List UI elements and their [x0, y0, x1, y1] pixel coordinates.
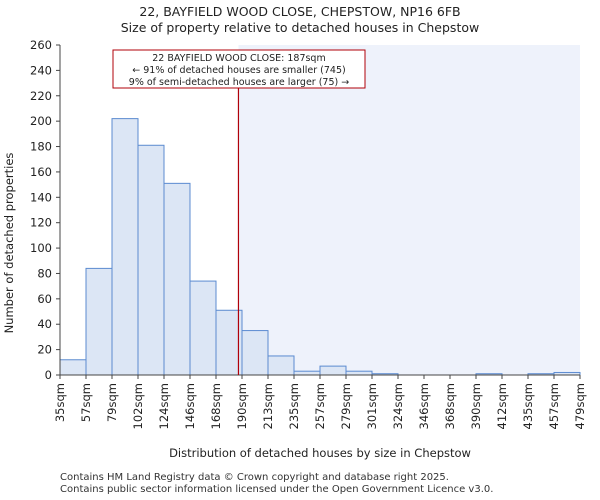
annotation-line-3: 9% of semi-detached houses are larger (7… [129, 77, 349, 88]
y-tick-label: 120 [30, 216, 52, 230]
x-tick-label: 213sqm [261, 383, 275, 429]
histogram-bar [267, 355, 295, 376]
x-tick-label: 257sqm [313, 383, 327, 429]
x-tick-label: 435sqm [521, 383, 535, 429]
histogram-bar [59, 359, 87, 376]
histogram-bar [111, 118, 139, 376]
chart-subtitle: Size of property relative to detached ho… [120, 20, 480, 35]
x-axis-label: Distribution of detached houses by size … [169, 446, 471, 460]
x-tick-label: 279sqm [339, 383, 353, 429]
x-tick-label: 346sqm [417, 383, 431, 429]
annotation-line-2: ← 91% of detached houses are smaller (74… [132, 65, 345, 76]
histogram-bar [241, 330, 269, 376]
x-tick-label: 479sqm [573, 383, 587, 429]
x-tick-label: 368sqm [443, 383, 457, 429]
x-tick-label: 79sqm [105, 383, 119, 422]
chart-title: 22, BAYFIELD WOOD CLOSE, CHEPSTOW, NP16 … [139, 4, 461, 19]
histogram-bar [293, 370, 321, 376]
histogram-bar [319, 365, 347, 376]
histogram-bar [345, 370, 373, 376]
footer-line-2: Contains public sector information licen… [60, 484, 494, 495]
histogram-bar [215, 309, 243, 376]
footer-line-1: Contains HM Land Registry data © Crown c… [60, 472, 449, 483]
x-tick-label: 35sqm [53, 383, 67, 422]
x-tick-label: 235sqm [287, 383, 301, 429]
y-tick-label: 80 [37, 266, 52, 280]
x-tick-label: 57sqm [79, 383, 93, 422]
histogram-bar [137, 144, 165, 376]
x-tick-label: 190sqm [235, 383, 249, 429]
y-tick-label: 260 [30, 38, 52, 52]
histogram-bar [189, 280, 217, 376]
y-tick-label: 240 [30, 63, 52, 77]
y-tick-label: 100 [30, 241, 52, 255]
x-tick-label: 124sqm [157, 383, 171, 429]
annotation-box [112, 49, 366, 89]
x-tick-label: 102sqm [131, 383, 145, 429]
x-tick-label: 324sqm [391, 383, 405, 429]
y-tick-label: 180 [30, 140, 52, 154]
y-tick-label: 20 [37, 343, 52, 357]
histogram-bar [163, 182, 191, 376]
y-tick-label: 40 [37, 317, 52, 331]
x-tick-label: 301sqm [365, 383, 379, 429]
y-axis-label: Number of detached properties [2, 153, 16, 334]
x-tick-label: 412sqm [495, 383, 509, 429]
y-tick-label: 220 [30, 89, 52, 103]
shaded-region-larger [238, 45, 581, 375]
annotation-line-1: 22 BAYFIELD WOOD CLOSE: 187sqm [152, 53, 325, 64]
x-tick-label: 168sqm [209, 383, 223, 429]
y-tick-label: 160 [30, 165, 52, 179]
y-tick-label: 60 [37, 292, 52, 306]
y-tick-label: 140 [30, 190, 52, 204]
y-tick-label: 0 [45, 368, 52, 382]
x-tick-label: 146sqm [183, 383, 197, 429]
histogram-bar [85, 267, 113, 376]
x-tick-label: 457sqm [547, 383, 561, 429]
y-tick-label: 200 [30, 114, 52, 128]
x-tick-label: 390sqm [469, 383, 483, 429]
